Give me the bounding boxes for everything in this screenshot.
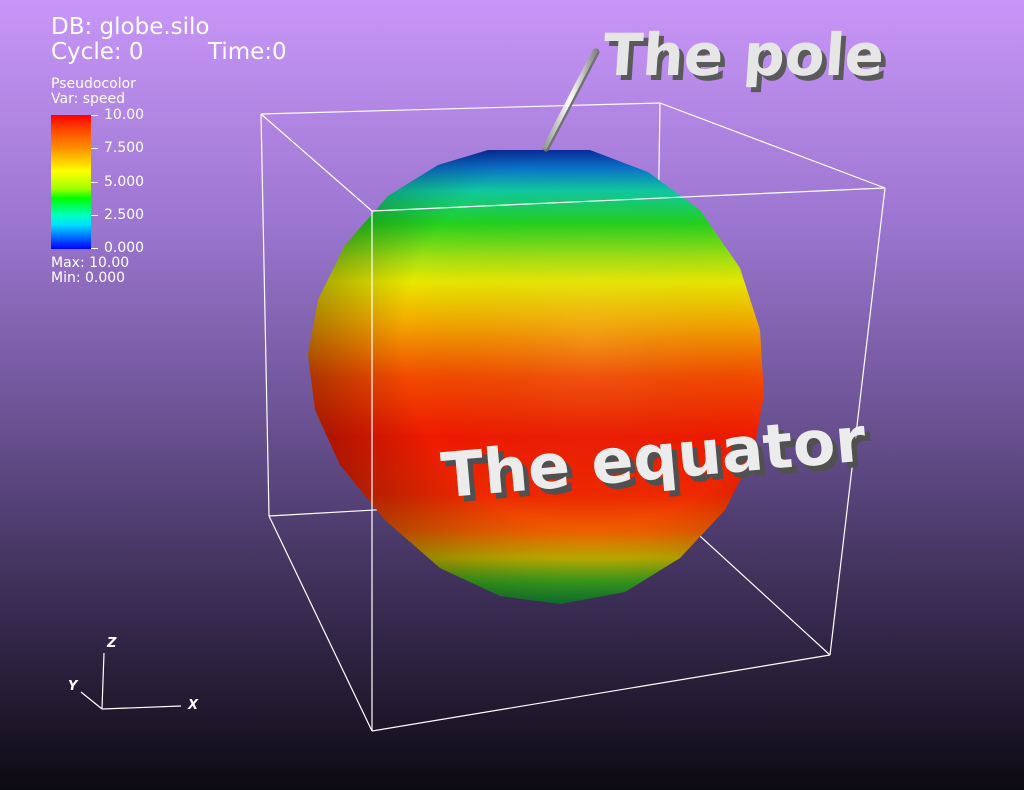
legend-tick	[91, 148, 98, 149]
legend-plot-type: Pseudocolor	[51, 76, 136, 92]
legend-variable: Var: speed	[51, 91, 126, 107]
pole-annotation-shadow: The pole	[605, 26, 891, 94]
bounding-box-front	[371, 187, 886, 732]
axis-triad	[80, 652, 182, 710]
legend-tick	[91, 248, 98, 249]
legend-tick-label: 5.000	[104, 174, 145, 190]
legend-colorbar	[51, 115, 91, 249]
legend-min: Min: 0.000	[51, 270, 126, 286]
legend-max: Max: 10.00	[51, 255, 130, 271]
pole-pointer	[542, 48, 600, 152]
legend-tick-label: 7.500	[104, 140, 145, 156]
time-label: Time:0	[208, 39, 287, 65]
legend-tick	[91, 115, 98, 116]
y-axis-line	[80, 691, 103, 710]
legend-tick-label: 2.500	[104, 207, 145, 223]
z-axis-label: Z	[106, 636, 117, 651]
z-axis-line	[101, 652, 105, 710]
legend-tick	[91, 215, 98, 216]
x-axis-label: X	[187, 698, 199, 713]
pole-annotation: The pole The pole	[601, 21, 891, 94]
pole-annotation-text: The pole	[601, 21, 887, 89]
database-label: DB: globe.silo	[51, 14, 210, 40]
legend-tick	[91, 182, 98, 183]
legend-tick-label: 10.00	[104, 107, 145, 123]
y-axis-label: Y	[68, 679, 79, 694]
cycle-label: Cycle: 0	[51, 39, 144, 65]
globe-surface	[308, 150, 764, 604]
legend-tick-label: 0.000	[104, 240, 145, 256]
x-axis-line	[101, 705, 182, 710]
